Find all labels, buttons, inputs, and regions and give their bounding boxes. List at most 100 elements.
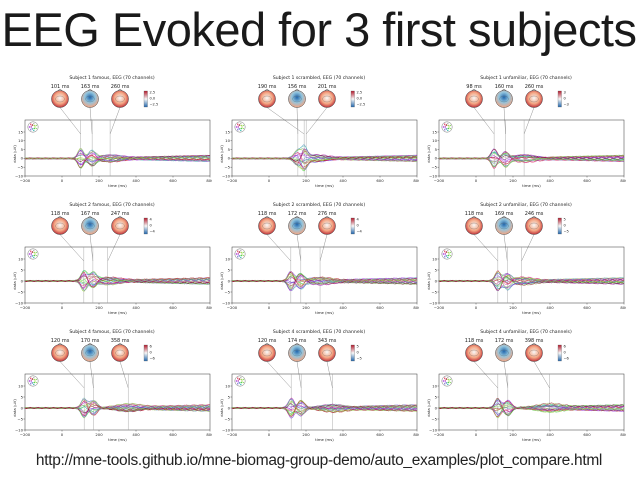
- evoked-panel: Subject 2 scrambled, EEG (70 channels) 11…: [219, 199, 419, 323]
- topomap-time-label: 343 ms: [318, 338, 337, 344]
- topomap-connector: [306, 107, 328, 135]
- y-tick-label: 10: [225, 138, 230, 143]
- topomap-nose: [87, 88, 93, 91]
- topomap-nose: [531, 342, 537, 345]
- sensor-dot: [242, 127, 244, 130]
- y-tick-label: −5: [431, 289, 437, 294]
- y-tick-label: −10: [15, 427, 24, 432]
- panel-title: Subject 2 unfamiliar, EEG (70 channels): [480, 202, 572, 208]
- x-tick-label: 600: [583, 305, 591, 310]
- topomap-contour: [292, 349, 302, 357]
- sensor-dot: [237, 379, 239, 381]
- y-tick-label: 0: [228, 278, 231, 283]
- topomap-time-label: 276 ms: [318, 211, 337, 217]
- eeg-trace: [24, 147, 211, 162]
- sensor-dot: [237, 383, 239, 385]
- y-tick-label: 15: [18, 129, 23, 134]
- sensor-dot: [31, 124, 34, 126]
- sensor-dot: [444, 256, 446, 258]
- x-tick-label: −200: [434, 432, 445, 437]
- panel-title: Subject 1 scrambled, EEG (70 channels): [273, 75, 365, 81]
- sensor-dot: [238, 382, 241, 384]
- topomap-head: [111, 217, 129, 235]
- sensor-dot: [33, 249, 35, 252]
- topomap-nose: [117, 342, 123, 345]
- evoked-chart: Subject 2 scrambled, EEG (70 channels) 11…: [219, 202, 419, 315]
- sensor-dot: [444, 381, 446, 383]
- colorbar-tick-label: −4: [357, 230, 363, 234]
- sensor-dot: [237, 252, 239, 254]
- sensor-dot: [442, 253, 445, 255]
- eeg-trace: [24, 278, 211, 288]
- sensor-dot: [447, 127, 449, 130]
- colorbar: [557, 344, 562, 362]
- y-tick-label: −10: [15, 173, 24, 178]
- topomap-contour: [85, 95, 95, 103]
- colorbar-tick-label: 2.5: [357, 91, 363, 95]
- sensor-dot: [30, 254, 32, 256]
- sensor-dot: [445, 124, 448, 126]
- sensor-dot: [33, 383, 35, 386]
- plot-frame: [24, 373, 211, 431]
- topomap-connector: [119, 361, 129, 389]
- colorbar-tick-label: −3: [564, 103, 569, 107]
- eeg-trace: [438, 154, 625, 168]
- sensor-dot: [237, 377, 239, 379]
- sensor-dot: [35, 251, 37, 254]
- y-tick-label: 15: [432, 129, 437, 134]
- x-tick-label: −200: [434, 305, 445, 310]
- sensor-dot: [35, 254, 37, 257]
- y-tick-label: 5: [21, 147, 24, 152]
- topomap-contour: [262, 349, 272, 357]
- topomap-time-label: 101 ms: [51, 84, 70, 90]
- topomap-nose: [117, 215, 123, 218]
- topomap-nose: [117, 88, 123, 91]
- sensor-dot: [242, 381, 244, 384]
- sensor-dot: [241, 253, 243, 255]
- colorbar-tick-label: 0: [150, 351, 153, 355]
- topomap-head: [318, 217, 336, 235]
- x-tick-label: 200: [95, 178, 103, 183]
- x-tick-label: −200: [20, 178, 31, 183]
- evoked-panel: Subject 2 unfamiliar, EEG (70 channels) 1…: [426, 199, 626, 323]
- y-axis-label: data (μV): [426, 399, 431, 417]
- panel-title: Subject 4 famous, EEG (70 channels): [69, 329, 154, 335]
- topomap-head: [495, 344, 513, 362]
- colorbar: [350, 90, 355, 108]
- eeg-trace: [231, 271, 418, 286]
- x-tick-label: 200: [95, 305, 103, 310]
- topomap-nose: [294, 215, 300, 218]
- topomap-time-label: 118 ms: [258, 211, 277, 217]
- topomap-contour: [292, 222, 302, 230]
- sensor-dot: [235, 253, 238, 255]
- panel-title: Subject 1 famous, EEG (70 channels): [69, 75, 154, 81]
- sensor-dot: [240, 256, 242, 259]
- sensor-dot: [30, 379, 32, 381]
- topomap-contour: [115, 222, 125, 230]
- x-tick-label: 800: [620, 432, 626, 437]
- sensor-dot: [237, 250, 239, 252]
- sensor-dot: [28, 126, 31, 128]
- sensor-dot: [447, 381, 449, 384]
- colorbar-tick-label: 4: [150, 218, 153, 222]
- sensor-dot: [444, 379, 446, 381]
- y-tick-label: 0: [228, 156, 231, 161]
- source-link[interactable]: http://mne-tools.github.io/mne-biomag-gr…: [35, 452, 603, 469]
- sensor-dot: [33, 381, 35, 384]
- panel-title: Subject 4 unfamiliar, EEG (70 channels): [480, 329, 572, 335]
- x-tick-label: 200: [302, 178, 310, 183]
- colorbar-tick-label: −2.5: [357, 103, 366, 107]
- sensor-dot: [34, 126, 36, 128]
- topomap-contour: [262, 222, 272, 230]
- topomap-time-label: 169 ms: [495, 211, 514, 217]
- sensor-dot: [242, 378, 244, 381]
- x-tick-label: 400: [546, 178, 554, 183]
- x-tick-label: 0: [475, 305, 478, 310]
- x-tick-label: −200: [227, 178, 238, 183]
- y-tick-label: −10: [222, 427, 231, 432]
- topomap-connector: [503, 107, 506, 135]
- sensor-dot: [33, 124, 35, 127]
- x-tick-label: 400: [546, 432, 554, 437]
- x-tick-label: −200: [20, 432, 31, 437]
- y-tick-label: 5: [435, 147, 438, 152]
